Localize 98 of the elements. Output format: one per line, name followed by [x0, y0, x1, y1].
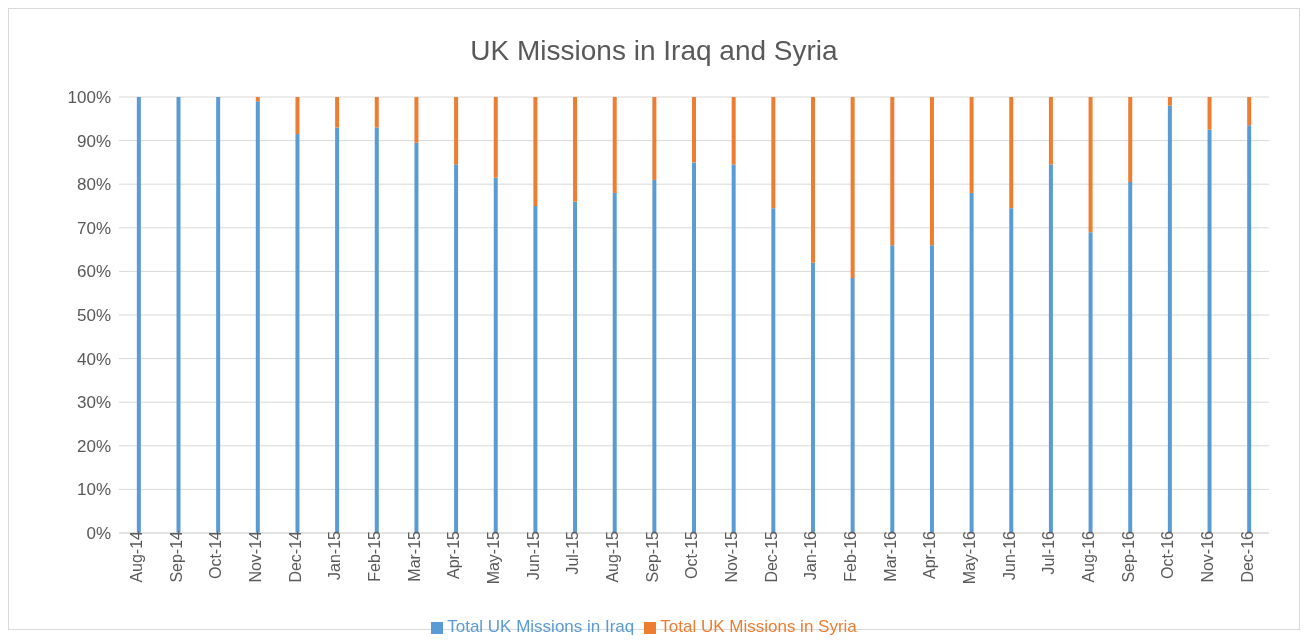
bar — [771, 97, 776, 209]
bar — [335, 97, 340, 128]
bar — [612, 192, 617, 533]
x-tick-label: Nov-15 — [723, 530, 741, 583]
legend-label: Total UK Missions in Iraq — [447, 617, 635, 636]
x-tick-label: Feb-16 — [841, 530, 859, 582]
x-tick-label: May-16 — [960, 530, 978, 585]
bar — [810, 97, 815, 263]
bar — [216, 97, 221, 533]
bar — [1207, 97, 1212, 130]
bar — [692, 162, 697, 533]
bar — [929, 245, 934, 533]
x-tick-label: Jul-16 — [1040, 530, 1058, 575]
bar — [255, 97, 260, 102]
x-tick-label: Mar-15 — [405, 530, 423, 582]
bar — [1088, 97, 1093, 233]
x-tick-label: Dec-15 — [762, 530, 780, 583]
x-tick-label: Jan-15 — [326, 530, 344, 580]
bar — [652, 179, 657, 533]
x-tick-label: Mar-16 — [881, 530, 899, 582]
x-tick-label: Oct-15 — [683, 530, 701, 580]
bar — [335, 127, 340, 533]
x-tick-label: Jun-16 — [1000, 530, 1018, 580]
bar — [850, 277, 855, 533]
x-tick-label: Oct-16 — [1159, 530, 1177, 580]
bar — [533, 97, 538, 206]
bar — [1167, 97, 1172, 106]
bar — [176, 97, 181, 533]
x-tick-label: Dec-16 — [1238, 530, 1256, 583]
x-tick-label: Sep-14 — [167, 530, 185, 583]
bar — [1088, 232, 1093, 533]
bar — [731, 164, 736, 533]
x-tick-label: Apr-15 — [445, 530, 463, 580]
bar — [414, 142, 419, 533]
bar — [1207, 129, 1212, 533]
bar — [295, 134, 300, 533]
bar — [929, 97, 934, 246]
x-tick-label: Apr-16 — [921, 530, 939, 580]
bar — [1048, 164, 1053, 533]
bar — [454, 97, 459, 165]
bar — [612, 97, 617, 193]
bar — [295, 97, 300, 135]
bar — [533, 206, 538, 533]
bar — [810, 262, 815, 533]
bar — [414, 97, 419, 143]
bar — [374, 127, 379, 533]
bar — [692, 97, 697, 163]
y-tick-label: 70% — [76, 218, 111, 238]
bar — [1128, 182, 1133, 533]
y-tick-label: 80% — [76, 175, 111, 195]
x-tick-label: Sep-15 — [643, 530, 661, 583]
y-tick-label: 10% — [76, 480, 111, 500]
bar — [850, 97, 855, 278]
bar — [1009, 208, 1014, 533]
bar — [1247, 125, 1252, 533]
bar — [374, 97, 379, 128]
x-tick-label: May-15 — [485, 530, 503, 585]
y-tick-label: 100% — [67, 88, 111, 108]
x-tick-label: Sep-16 — [1119, 530, 1137, 583]
y-tick-label: 20% — [76, 436, 111, 456]
bar — [136, 97, 141, 533]
x-tick-label: Jun-15 — [524, 530, 542, 580]
chart-title: UK Missions in Iraq and Syria — [469, 34, 839, 68]
bar — [493, 177, 498, 533]
x-tick-label: Aug-16 — [1079, 530, 1097, 583]
bar — [731, 97, 736, 165]
x-tick-label: Nov-16 — [1198, 530, 1216, 583]
bar — [890, 245, 895, 533]
bar — [255, 101, 260, 533]
bar — [1247, 97, 1252, 126]
bar — [652, 97, 657, 180]
x-tick-label: Aug-15 — [604, 530, 622, 583]
bar — [969, 192, 974, 533]
y-tick-label: 0% — [86, 524, 111, 544]
x-tick-label: Nov-14 — [247, 530, 265, 583]
bar — [890, 97, 895, 246]
x-tick-label: Jan-16 — [802, 530, 820, 580]
x-tick-label: Oct-14 — [207, 530, 225, 580]
y-tick-label: 30% — [76, 393, 111, 413]
x-tick-label: Jul-15 — [564, 530, 582, 575]
bar — [493, 97, 498, 178]
bar — [454, 164, 459, 533]
x-tick-label: Feb-15 — [366, 530, 384, 582]
bar — [1009, 97, 1014, 209]
bar — [771, 208, 776, 533]
y-tick-label: 60% — [76, 262, 111, 282]
y-tick-label: 50% — [76, 306, 111, 326]
bar — [1048, 97, 1053, 165]
legend-label: Total UK Missions in Syria — [660, 617, 857, 636]
bar — [969, 97, 974, 193]
bar — [573, 97, 578, 202]
y-tick-label: 90% — [76, 131, 111, 151]
x-tick-label: Dec-14 — [286, 530, 304, 583]
bar — [573, 201, 578, 533]
x-tick-label: Aug-14 — [128, 530, 146, 583]
bar — [1167, 105, 1172, 533]
bar — [1128, 97, 1133, 183]
y-tick-label: 40% — [76, 349, 111, 369]
